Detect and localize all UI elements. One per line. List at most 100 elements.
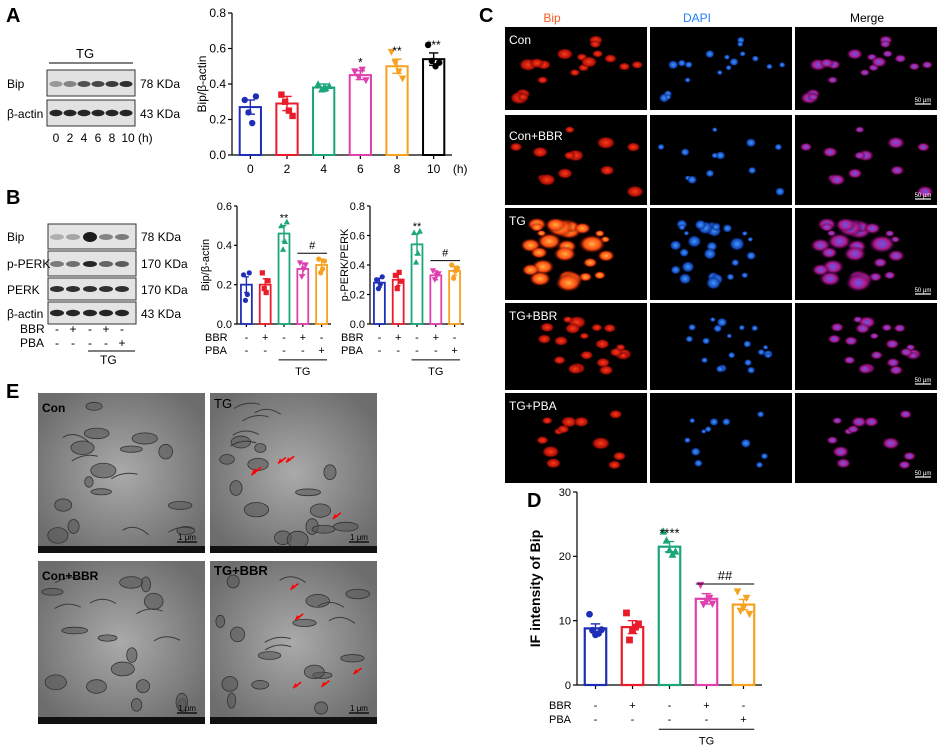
y-tick-label: 0.2 xyxy=(350,289,365,301)
nucleus xyxy=(694,219,707,231)
treatment-sign: - xyxy=(320,332,324,344)
treatment-sign: - xyxy=(415,345,419,357)
data-point xyxy=(705,594,714,603)
data-point xyxy=(242,297,249,303)
bip-signal xyxy=(536,435,549,445)
x-tick-label: 10 xyxy=(427,162,441,176)
data-point xyxy=(240,272,247,278)
data-point xyxy=(454,265,461,271)
bip-signal xyxy=(530,246,548,259)
nucleus xyxy=(669,240,682,251)
red-arrowhead xyxy=(321,681,327,687)
bip-signal xyxy=(537,76,549,84)
nucleus xyxy=(677,59,687,67)
comparison-marker: # xyxy=(442,248,449,260)
data-point xyxy=(289,112,296,120)
data-point xyxy=(395,68,403,76)
data-point xyxy=(449,262,455,268)
nucleus xyxy=(765,352,772,359)
bip-signal xyxy=(536,232,562,250)
blot-band xyxy=(77,81,91,87)
data-point xyxy=(351,68,359,76)
merge-nucleus xyxy=(853,278,864,288)
data-point xyxy=(412,258,420,265)
treatment-sign: + xyxy=(629,700,635,712)
bar xyxy=(620,625,645,687)
blot-band xyxy=(63,81,77,87)
y-tick-label: 0.4 xyxy=(350,260,365,272)
nucleus xyxy=(711,127,718,133)
blot-b-size-pperk: 170 KDa xyxy=(141,257,188,271)
nucleus xyxy=(747,236,754,242)
em-info-strip xyxy=(210,546,377,553)
blot-band xyxy=(66,309,80,317)
treatment-sign: - xyxy=(71,336,75,350)
y-tick-label: 30 xyxy=(559,487,571,499)
er-membrane xyxy=(264,644,292,651)
bar xyxy=(429,274,443,325)
nucleus xyxy=(774,187,786,197)
if-image-tile xyxy=(505,393,647,483)
nucleus xyxy=(684,61,693,69)
data-point xyxy=(248,119,256,127)
data-point xyxy=(318,270,324,276)
em-info-strip xyxy=(38,546,205,553)
data-point xyxy=(279,246,287,252)
blot-b-group-label: TG xyxy=(100,353,117,367)
er-membrane xyxy=(233,402,261,409)
if-image-tile xyxy=(650,303,792,390)
bip-signal xyxy=(567,363,583,375)
mitochondrion xyxy=(175,692,189,712)
mitochondrion xyxy=(286,530,309,549)
data-point xyxy=(246,270,252,276)
electron-micrograph-panel: Con TG Con+BBR TG+BBR 1 μm 1 μm 1 μm 1 μm xyxy=(38,393,377,724)
er-membrane xyxy=(232,430,260,436)
data-point xyxy=(635,620,642,628)
nucleus xyxy=(723,54,731,60)
mitochondrion xyxy=(86,679,107,694)
bip-signal xyxy=(598,365,614,376)
mitochondrion xyxy=(345,588,371,600)
merge-nucleus xyxy=(827,149,834,155)
bar xyxy=(694,597,719,687)
data-point xyxy=(414,250,422,256)
if-row-label-tg: TG xyxy=(509,214,526,228)
data-point xyxy=(396,269,402,275)
y-tick-label: 0.6 xyxy=(217,201,232,213)
bar xyxy=(422,58,446,156)
nucleus xyxy=(725,64,732,71)
data-point xyxy=(598,626,605,634)
merge-nucleus xyxy=(824,60,830,66)
merge-nucleus xyxy=(869,225,876,232)
er-membrane xyxy=(254,408,281,415)
data-point xyxy=(321,83,330,91)
merge-nucleus xyxy=(897,56,903,61)
bip-signal xyxy=(553,335,569,346)
mitochondrion xyxy=(90,462,117,479)
chart-d: 0 10 20 30 IF intensity of Bip **** BBR - + - + - PB… xyxy=(527,487,762,745)
data-point xyxy=(263,289,269,296)
merge-nucleus xyxy=(859,325,866,331)
significance-marker: ** xyxy=(280,213,289,225)
merge-nucleus xyxy=(893,367,899,373)
bip-signal xyxy=(597,249,615,262)
mitochondrion xyxy=(243,502,270,518)
data-point xyxy=(259,270,265,276)
blot-band xyxy=(63,109,77,117)
blot-band xyxy=(49,109,63,117)
bip-signal xyxy=(556,48,574,60)
scale-bar-label: 50 μm xyxy=(915,288,932,294)
data-point xyxy=(373,277,380,283)
treatment-label: BBR xyxy=(549,700,572,712)
blot-b-size-bip: 78 KDa xyxy=(141,230,181,244)
if-column-header-bip: Bip xyxy=(543,11,561,25)
treatment-sign: - xyxy=(245,332,249,344)
treatment-sign: - xyxy=(378,332,382,344)
data-point xyxy=(300,266,307,273)
merge-nucleus xyxy=(825,275,835,283)
merge-nucleus xyxy=(920,144,926,150)
data-point xyxy=(296,260,304,267)
y-tick-label: 0.0 xyxy=(217,319,232,331)
nucleus xyxy=(743,340,752,348)
